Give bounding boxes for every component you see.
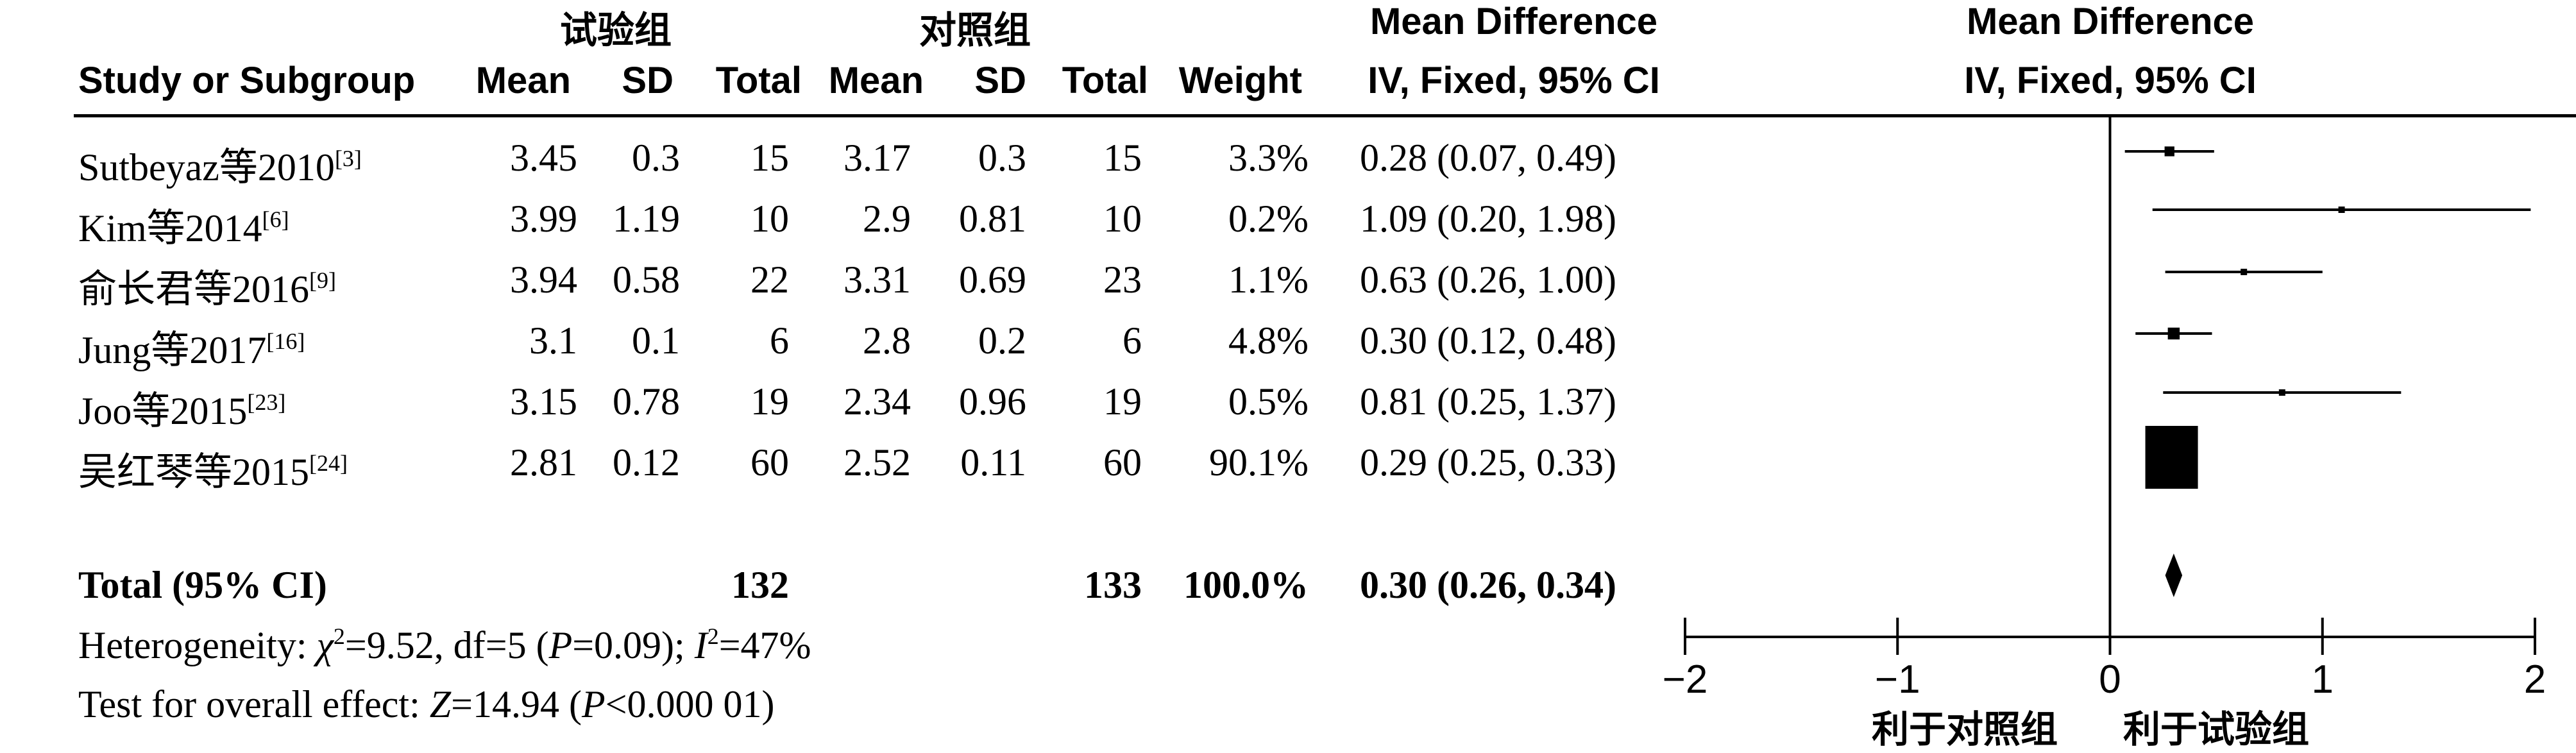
reference-superscript: [23] [247,389,286,415]
study-name: 吴红琴等2015[24] [78,450,348,493]
total-weight: 100.0% [1183,564,1309,606]
ci-cell: 0.81 (0.25, 1.37) [1360,380,1616,423]
experimental-group-label: 试验组 [559,8,672,52]
exp-sd-cell: 0.78 [613,380,680,423]
exp-mean-cell: 3.99 [510,198,577,240]
md-header-line1: Mean Difference [1369,1,1658,42]
ctrl-mean-cell: 3.31 [843,258,911,301]
x-tick-label: 0 [2099,657,2121,702]
exp-mean-header: Mean [475,60,571,101]
study-name: Jung等2017[16] [78,328,305,371]
ctrl-sd-cell: 0.81 [959,198,1026,240]
reference-superscript: [16] [266,328,305,354]
ci-cell: 0.29 (0.25, 0.33) [1360,441,1616,484]
ctrl-mean-header: Mean [828,60,924,101]
exp-total-cell: 60 [750,441,789,484]
weight-cell: 3.3% [1228,137,1309,179]
ci-cell: 0.30 (0.12, 0.48) [1360,319,1616,362]
ctrl-total-cell: 15 [1103,137,1142,179]
exp-total-cell: 10 [750,198,789,240]
x-tick-label: 2 [2524,657,2546,702]
exp-total-cell: 15 [750,137,789,179]
ci-cell: 1.09 (0.20, 1.98) [1360,198,1616,240]
weight-cell: 90.1% [1209,441,1309,484]
total-ci: 0.30 (0.26, 0.34) [1360,564,1616,606]
ctrl-sd-header: SD [974,60,1026,101]
total-ctrl-n: 133 [1084,564,1142,606]
ctrl-mean-cell: 2.52 [843,441,911,484]
ctrl-sd-cell: 0.11 [960,441,1026,484]
study-name: Kim等2014[6] [78,207,289,250]
total-exp-n: 132 [731,564,789,606]
exp-mean-cell: 3.45 [510,137,577,179]
exp-sd-cell: 1.19 [613,198,680,240]
exp-sd-cell: 0.3 [632,137,680,179]
exp-total-cell: 22 [750,258,789,301]
heterogeneity-text: Heterogeneity: χ2=9.52, df=5 (P=0.09); I… [78,623,811,666]
study-estimate-square [2278,389,2285,396]
plot-header-line1: Mean Difference [1966,1,2255,42]
x-tick-label: 1 [2312,657,2334,702]
ctrl-total-cell: 10 [1103,198,1142,240]
ctrl-sd-cell: 0.3 [978,137,1026,179]
ctrl-mean-cell: 2.9 [863,198,911,240]
header-rule [74,114,2576,117]
plot-header-line2: IV, Fixed, 95% CI [1964,60,2257,101]
weight-cell: 1.1% [1228,258,1309,301]
study-name: Joo等2015[23] [78,389,286,432]
exp-total-header: Total [715,60,802,101]
exp-sd-cell: 0.58 [613,258,680,301]
reference-superscript: [6] [262,207,289,232]
weight-cell: 4.8% [1228,319,1309,362]
exp-mean-cell: 3.1 [529,319,577,362]
ctrl-sd-cell: 0.2 [978,319,1026,362]
control-group-label: 对照组 [919,8,1031,52]
weight-cell: 0.2% [1228,198,1309,240]
study-name: Sutbeyaz等2010[3] [78,146,362,189]
ctrl-mean-cell: 2.8 [863,319,911,362]
favours-experimental-label: 利于试验组 [2123,707,2310,751]
ctrl-mean-cell: 3.17 [843,137,911,179]
md-header-line2: IV, Fixed, 95% CI [1368,60,1660,101]
ctrl-sd-cell: 0.96 [959,380,1026,423]
pooled-diamond [2165,554,2183,597]
exp-mean-cell: 3.94 [510,258,577,301]
study-estimate-square [2167,327,2180,340]
weight-cell: 0.5% [1228,380,1309,423]
exp-sd-cell: 0.1 [632,319,680,362]
ci-cell: 0.63 (0.26, 1.00) [1360,258,1616,301]
study-estimate-square [2145,426,2198,489]
study-estimate-square [2164,146,2174,157]
exp-total-cell: 19 [750,380,789,423]
weight-header: Weight [1178,60,1302,101]
exp-total-cell: 6 [770,319,789,362]
exp-mean-cell: 3.15 [510,380,577,423]
ctrl-total-cell: 23 [1103,258,1142,301]
ctrl-mean-cell: 2.34 [843,380,911,423]
study-name: 俞长君等2016[9] [78,267,336,310]
exp-sd-cell: 0.12 [613,441,680,484]
ci-cell: 0.28 (0.07, 0.49) [1360,137,1616,179]
x-tick-label: −2 [1663,657,1708,702]
reference-superscript: [3] [334,146,362,171]
exp-sd-header: SD [622,60,674,101]
reference-superscript: [24] [309,450,348,476]
exp-mean-cell: 2.81 [510,441,577,484]
reference-superscript: [9] [309,267,336,293]
overall-effect-text: Test for overall effect: Z=14.94 (P<0.00… [78,683,775,725]
study-estimate-square [2241,269,2248,275]
ctrl-total-cell: 6 [1123,319,1142,362]
ctrl-total-cell: 19 [1103,380,1142,423]
x-tick-label: −1 [1875,657,1920,702]
ctrl-sd-cell: 0.69 [959,258,1026,301]
study-column-header: Study or Subgroup [78,60,416,101]
ctrl-total-header: Total [1062,60,1148,101]
total-label: Total (95% CI) [78,564,327,606]
ctrl-total-cell: 60 [1103,441,1142,484]
study-estimate-square [2338,207,2345,213]
favours-control-label: 利于对照组 [1872,707,2058,751]
